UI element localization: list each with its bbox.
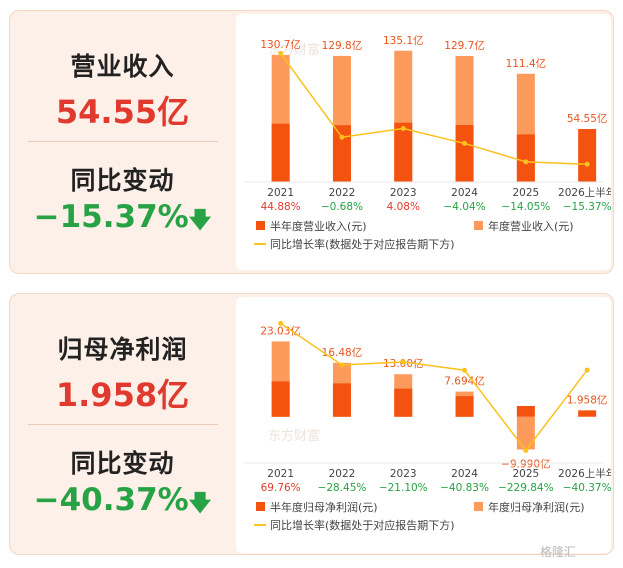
x-tick-label: 2021	[267, 187, 294, 199]
growth-value-label: −21.10%	[379, 482, 428, 494]
growth-value-label: −14.05%	[501, 201, 550, 213]
bar-value-label: 129.7亿	[444, 39, 485, 52]
growth-point	[400, 125, 406, 131]
half-year-bar	[455, 396, 474, 417]
growth-value-label: −40.83%	[440, 482, 489, 494]
legend-label-annual: 年度归母净利润(元)	[488, 500, 585, 514]
growth-value-label: −28.45%	[318, 482, 367, 494]
revenue-chart-panel: 东方财富 130.7亿 129.8亿 135.1亿 129.7亿 111.4亿 54.55亿…	[236, 14, 611, 270]
x-tick-label: 2021	[267, 468, 294, 480]
half-year-bar	[332, 383, 351, 417]
x-tick-label: 2026上半年	[558, 467, 611, 480]
net-profit-value: 1.958亿	[55, 376, 190, 414]
half-year-bar	[394, 122, 413, 182]
down-arrow-icon: 🡇	[188, 208, 212, 233]
half-year-bar	[578, 129, 597, 182]
x-tick-label: 2025	[512, 468, 539, 480]
x-tick-label: 2023	[390, 468, 417, 480]
half-year-bar	[332, 125, 351, 182]
legend-label-half-year: 半年度归母净利润(元)	[270, 500, 378, 514]
x-tick-label: 2022	[329, 468, 356, 480]
x-tick-label: 2023	[390, 187, 417, 199]
x-tick-label: 2026上半年	[558, 186, 611, 199]
down-arrow-icon: 🡇	[188, 491, 212, 516]
growth-value-label: −0.68%	[321, 201, 363, 213]
revenue-summary: 营业收入 54.55亿 同比变动 −15.37%🡇	[10, 11, 235, 273]
x-tick-label: 2024	[451, 187, 478, 199]
revenue-title: 营业收入	[70, 52, 175, 81]
revenue-change-value: −15.37%🡇	[10, 199, 235, 241]
growth-value-label: −4.04%	[443, 201, 485, 213]
half-year-bar	[394, 388, 413, 417]
growth-value-label: −15.37%	[563, 201, 611, 213]
annual-bar	[516, 416, 535, 450]
revenue-change-title: 同比变动	[70, 166, 175, 195]
legend-swatch-half-year	[256, 502, 265, 511]
growth-point	[462, 140, 468, 146]
net-profit-summary: 归母净利润 1.958亿 同比变动 −40.37%🡇	[10, 294, 235, 554]
bar-value-label: 135.1亿	[383, 34, 424, 47]
growth-point	[400, 359, 406, 365]
x-tick-label: 2022	[329, 187, 356, 199]
revenue-card: 营业收入 54.55亿 同比变动 −15.37%🡇 东方财富 130.7亿 129.…	[9, 10, 614, 274]
chart-watermark: 东方财富	[268, 428, 320, 444]
growth-point	[523, 159, 529, 165]
net-profit-change-value: −40.37%🡇	[10, 482, 235, 524]
net-profit-title: 归母净利润	[57, 335, 188, 364]
half-year-bar	[516, 405, 535, 417]
growth-point	[584, 161, 590, 167]
half-year-bar	[578, 410, 597, 417]
half-year-bar	[271, 123, 290, 182]
growth-point	[278, 50, 284, 56]
growth-value-label: 69.76%	[261, 482, 301, 494]
growth-point	[523, 447, 529, 453]
net-profit-change-title: 同比变动	[70, 449, 175, 478]
revenue-value: 54.55亿	[55, 93, 190, 131]
growth-point	[339, 362, 345, 368]
growth-value-label: 44.88%	[261, 201, 301, 213]
net-profit-chart: 东方财富23.03亿16.48亿13.00亿7.694亿−9.990亿1.958…	[244, 320, 611, 532]
x-tick-label: 2025	[512, 187, 539, 199]
revenue-change-text: −15.37%	[33, 199, 189, 235]
half-year-bar	[516, 134, 535, 182]
legend-swatch-half-year	[256, 221, 265, 230]
growth-point	[584, 367, 590, 373]
x-tick-label: 2024	[451, 468, 478, 480]
growth-line	[280, 52, 588, 166]
net-profit-change-text: −40.37%	[33, 482, 189, 518]
legend-swatch-annual	[474, 221, 483, 230]
bar-value-label: 130.7亿	[260, 38, 301, 51]
legend-label-half-year: 半年度营业收入(元)	[270, 219, 367, 233]
growth-point	[339, 134, 345, 140]
summary-divider	[28, 141, 218, 142]
net-profit-card: 归母净利润 1.958亿 同比变动 −40.37%🡇 东方财富 23.03亿 16.…	[9, 293, 614, 555]
legend-label-annual: 年度营业收入(元)	[488, 219, 574, 233]
brand-watermark-text: 格隆汇	[540, 545, 577, 559]
legend-swatch-annual	[474, 502, 483, 511]
legend-label-growth: 同比增长率(数据处于对应报告期下方)	[270, 237, 455, 251]
bar-value-label: 23.03亿	[260, 324, 301, 337]
net-profit-chart-panel: 东方财富23.03亿16.48亿13.00亿7.694亿−9.990亿1.958…	[236, 297, 611, 553]
bar-value-label: 1.958亿	[567, 393, 608, 406]
half-year-bar	[455, 125, 474, 182]
bar-value-label: 7.694亿	[444, 375, 485, 388]
legend-label-growth: 同比增长率(数据处于对应报告期下方)	[270, 518, 455, 532]
bar-value-label: 129.8亿	[322, 39, 363, 52]
growth-line	[280, 322, 588, 452]
growth-value-label: −229.84%	[498, 482, 554, 494]
growth-point	[462, 367, 468, 373]
brand-watermark: 格隆汇	[540, 543, 576, 560]
growth-point	[278, 320, 284, 326]
half-year-bar	[271, 381, 290, 417]
bar-value-label: −9.990亿	[501, 457, 550, 470]
summary-divider	[28, 424, 218, 425]
growth-value-label: −40.37%	[563, 482, 611, 494]
growth-value-label: 4.08%	[387, 201, 420, 213]
bar-value-label: 111.4亿	[506, 57, 547, 70]
bar-value-label: 16.48亿	[322, 346, 363, 359]
bar-value-label: 54.55亿	[567, 112, 608, 125]
